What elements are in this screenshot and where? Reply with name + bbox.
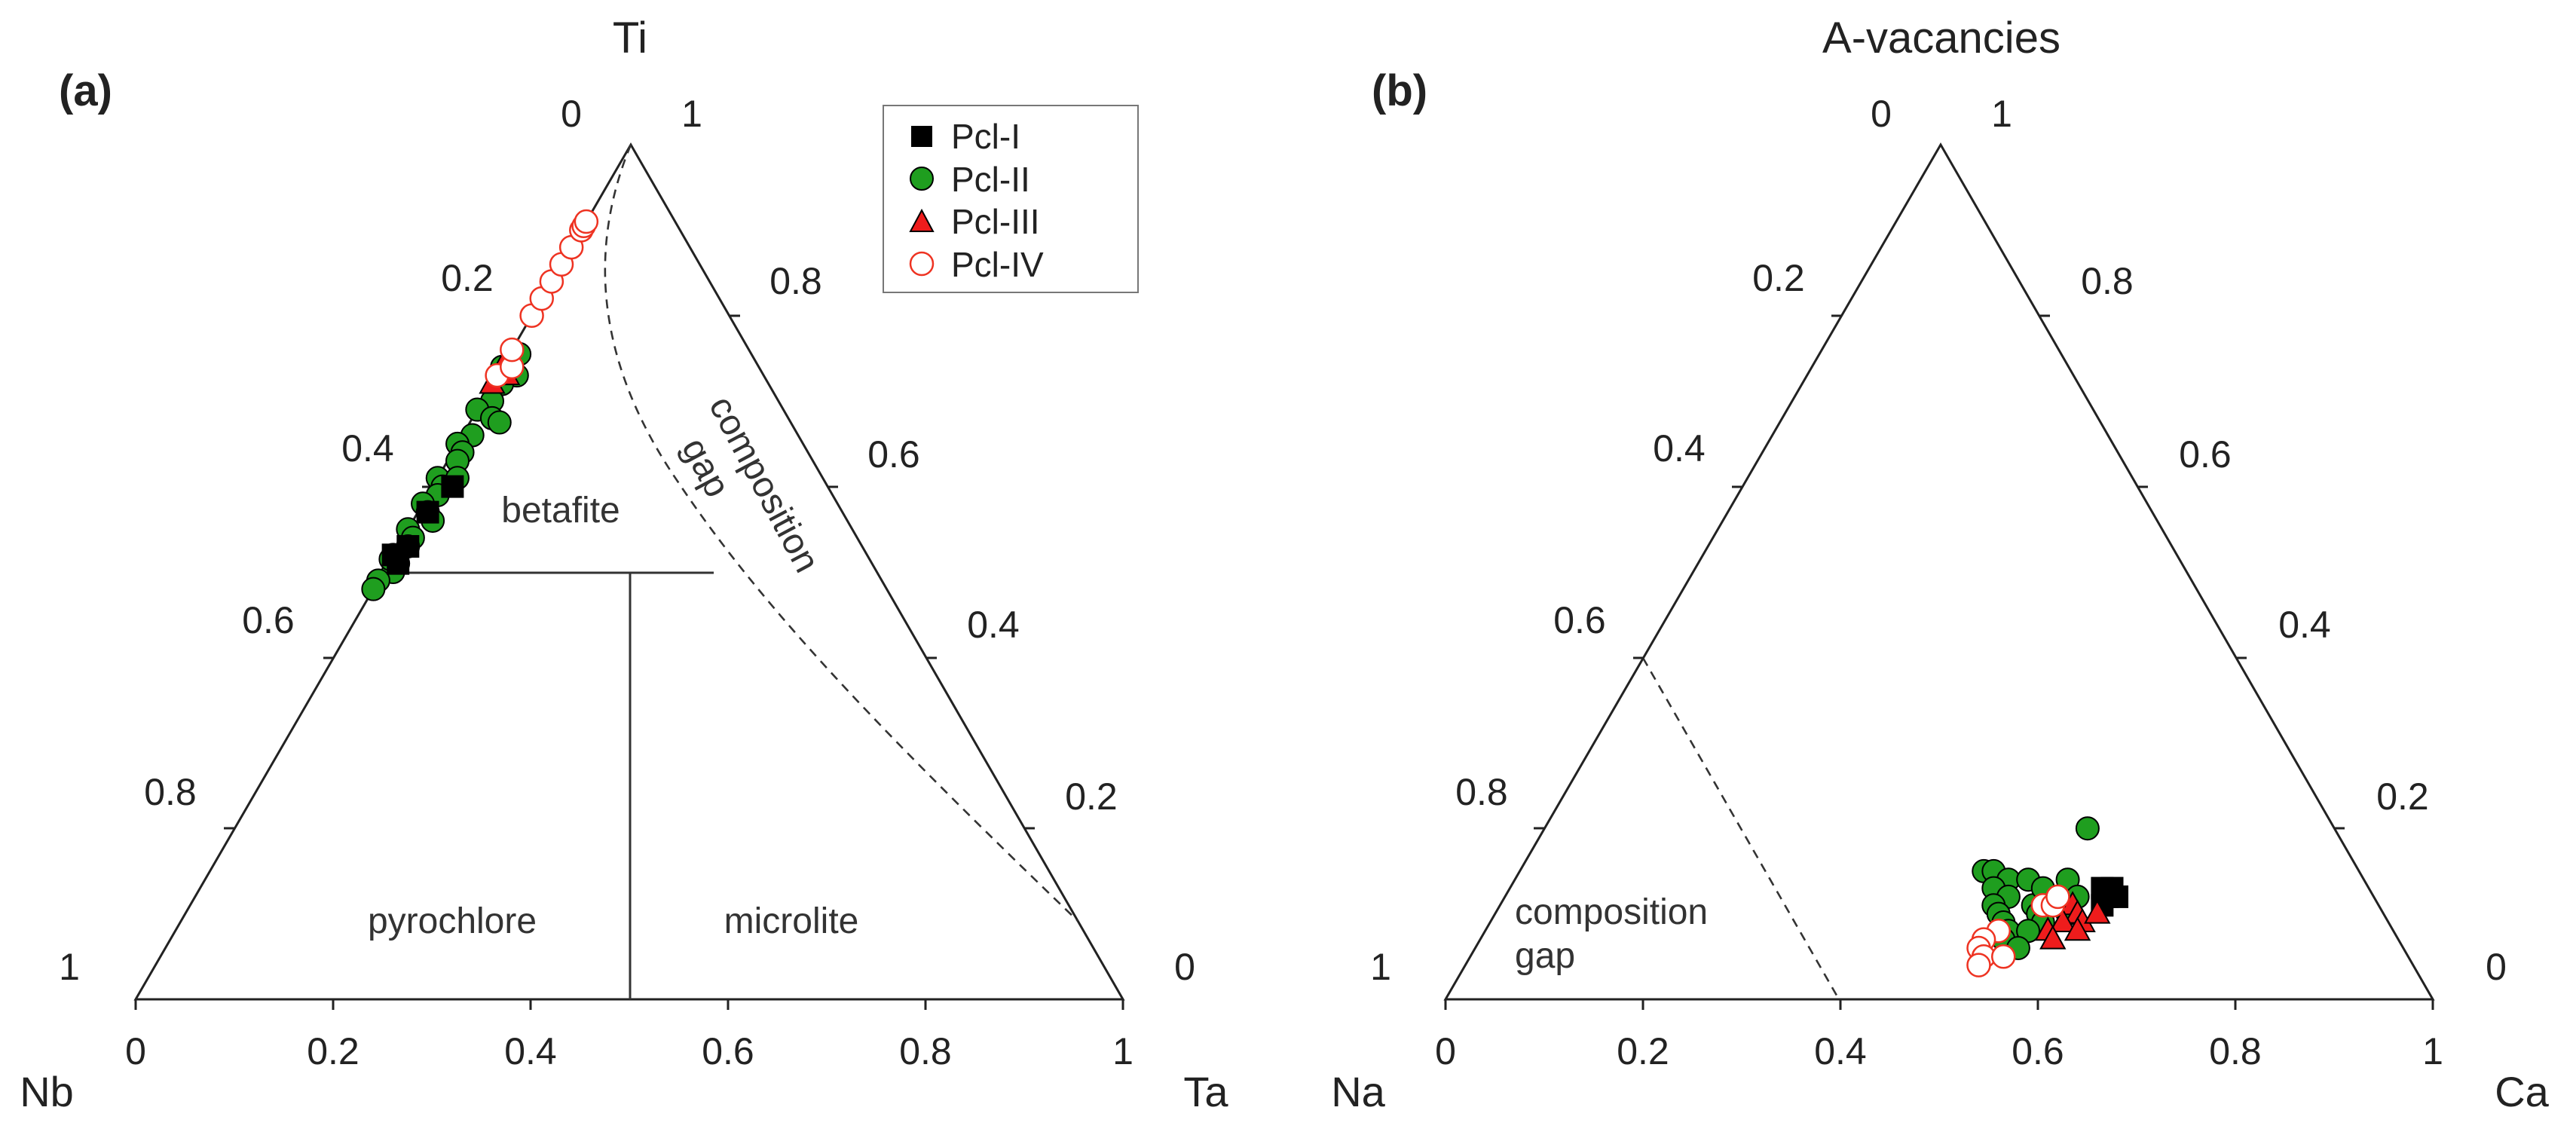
bottom-tick-0-8: 0.8: [2209, 1030, 2262, 1072]
bottom-tick-0-2: 0.2: [1617, 1030, 1669, 1072]
bottom-tick-0: 0: [125, 1030, 146, 1072]
left-tick-0-6: 0.6: [242, 599, 295, 641]
data-point-pcl-iii-6: [2084, 899, 2111, 924]
data-point-pcl-ii-26: [487, 410, 512, 435]
right-tick-0-6: 0.6: [2179, 433, 2232, 476]
bottom-tick-0: 0: [1435, 1030, 1456, 1072]
legend-item-pcl-iii: Pcl-III: [909, 202, 1040, 241]
data-point-pcl-i-4: [381, 543, 405, 567]
data-point-pcl-ii-24: [361, 577, 386, 601]
left-tick-0-8: 0.8: [1455, 771, 1508, 813]
apex-top-label: Ti: [613, 14, 647, 63]
top-corner-label-right: 1: [1991, 93, 2012, 135]
right-tick-0-2: 0.2: [2376, 775, 2429, 818]
legend-label-pcl-iii: Pcl-III: [951, 202, 1040, 241]
composition-gap-line: [1641, 657, 1840, 1000]
right-tick-0-8: 0.8: [2081, 260, 2134, 302]
legend-item-pcl-iv: Pcl-IV: [909, 245, 1044, 284]
left-tick-0-4: 0.4: [1653, 427, 1706, 470]
top-corner-label-right: 1: [681, 93, 702, 135]
data-point-pcl-iii-2: [2049, 907, 2076, 932]
bottom-axis-ticks: [1444, 999, 2434, 1010]
data-point-pcl-iv-7: [1966, 953, 1991, 977]
right-tick-0-8: 0.8: [769, 260, 822, 302]
data-point-pcl-i-0: [416, 500, 439, 524]
legend-marker-open-circle: [909, 251, 935, 277]
legend-item-pcl-i: Pcl-I: [911, 117, 1020, 156]
legend: Pcl-I Pcl-II Pcl-III Pcl-IV: [883, 105, 1139, 293]
bottom-tick-0-6: 0.6: [2012, 1030, 2064, 1072]
right-tick-0-4: 0.4: [967, 604, 1020, 646]
right-axis-ticks: [730, 314, 1035, 830]
panel-b-points: [1966, 816, 2129, 977]
data-point-pcl-i-3: [441, 475, 464, 498]
right-tick-0-6: 0.6: [867, 433, 920, 476]
region-betafite: betafite: [501, 491, 620, 531]
data-point-pcl-ii-0: [2075, 816, 2100, 841]
left-tick-1: 1: [1370, 946, 1391, 988]
top-corner-label-left: 0: [1871, 93, 1892, 135]
right-tick-0-2: 0.2: [1065, 775, 1118, 818]
left-tick-1: 1: [59, 946, 80, 988]
legend-marker-green-circle: [910, 167, 934, 191]
corner-label-left: Nb: [20, 1068, 74, 1115]
ternary-triangle: [1443, 142, 2435, 1001]
left-tick-0-6: 0.6: [1553, 599, 1606, 641]
region-pyrochlore: pyrochlore: [368, 901, 537, 941]
panel-b-letter: (b): [1372, 66, 1427, 115]
left-tick-0-8: 0.8: [144, 771, 197, 813]
legend-label-pcl-iv: Pcl-IV: [951, 245, 1044, 284]
data-point-pcl-iii-4: [2039, 925, 2067, 950]
legend-item-pcl-ii: Pcl-II: [910, 160, 1030, 199]
legend-label-pcl-ii: Pcl-II: [951, 160, 1030, 199]
left-tick-0-4: 0.4: [341, 427, 394, 470]
region-microlite: microlite: [724, 901, 859, 941]
bottom-tick-0-8: 0.8: [899, 1030, 952, 1072]
data-point-pcl-i-3: [2106, 885, 2129, 908]
left-tick-0-2: 0.2: [441, 257, 494, 299]
bottom-tick-1: 1: [1112, 1030, 1134, 1072]
data-point-pcl-iv-2: [500, 337, 525, 362]
corner-label-right: Ta: [1183, 1068, 1228, 1115]
bottom-tick-1: 1: [2422, 1030, 2443, 1072]
panel-a-points: [361, 209, 599, 601]
apex-top-label: A-vacancies: [1822, 14, 2060, 63]
bottom-axis-ticks: [134, 999, 1124, 1010]
panel-b: (b) A-vacancies 0 1 composition gap 0.2 0…: [1331, 14, 2549, 1115]
data-point-pcl-iv-10: [574, 209, 599, 234]
data-point-pcl-iv-8: [1991, 944, 2016, 969]
left-tick-0-2: 0.2: [1752, 257, 1805, 299]
right-tick-0: 0: [2486, 946, 2507, 988]
data-point-pcl-iv-2: [2045, 884, 2070, 910]
corner-label-left: Na: [1331, 1068, 1385, 1115]
bottom-tick-0-6: 0.6: [702, 1030, 754, 1072]
legend-label-pcl-i: Pcl-I: [951, 117, 1020, 156]
legend-marker-triangle: [909, 208, 935, 232]
bottom-tick-0-2: 0.2: [307, 1030, 359, 1072]
bottom-tick-0-4: 0.4: [504, 1030, 557, 1072]
right-tick-0: 0: [1174, 946, 1195, 988]
right-axis-ticks: [2039, 314, 2345, 830]
left-axis-ticks: [1534, 314, 1842, 830]
panel-a-letter: (a): [59, 66, 112, 115]
bottom-tick-0-4: 0.4: [1814, 1030, 1867, 1072]
panel-a: (a) Ti 0 1 betafite pyrochlore microlite…: [20, 14, 1228, 1115]
data-point-pcl-iii-7: [2064, 916, 2091, 941]
top-corner-label-left: 0: [561, 93, 582, 135]
right-tick-0-4: 0.4: [2278, 604, 2331, 646]
legend-marker-square: [911, 126, 932, 147]
corner-label-right: Ca: [2495, 1068, 2549, 1115]
